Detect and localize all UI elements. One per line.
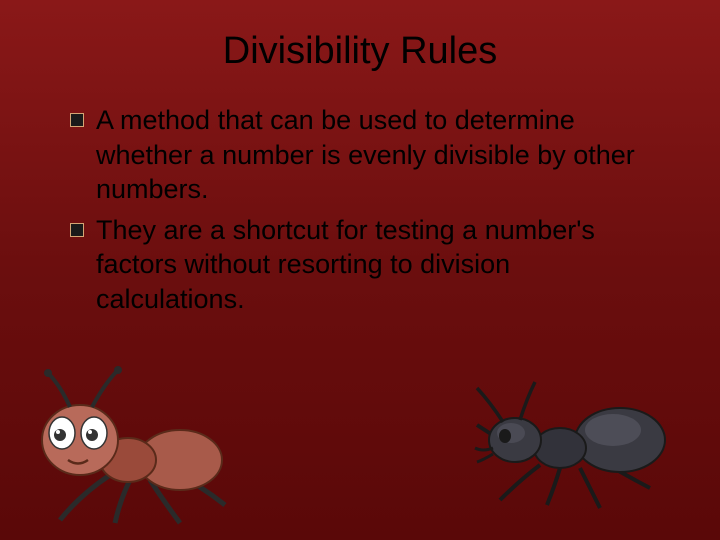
bullet-text: A method that can be used to determine w…	[96, 103, 660, 207]
slide-title: Divisibility Rules	[50, 30, 670, 73]
bullet-square-icon	[70, 223, 84, 237]
ant-dark-illustration	[465, 360, 675, 510]
bullet-square-icon	[70, 113, 84, 127]
bullet-item: They are a shortcut for testing a number…	[70, 213, 660, 317]
slide-content: A method that can be used to determine w…	[50, 103, 670, 316]
slide-container: Divisibility Rules A method that can be …	[0, 0, 720, 540]
bullet-item: A method that can be used to determine w…	[70, 103, 660, 207]
ant-red-illustration	[20, 355, 240, 525]
bullet-text: They are a shortcut for testing a number…	[96, 213, 660, 317]
